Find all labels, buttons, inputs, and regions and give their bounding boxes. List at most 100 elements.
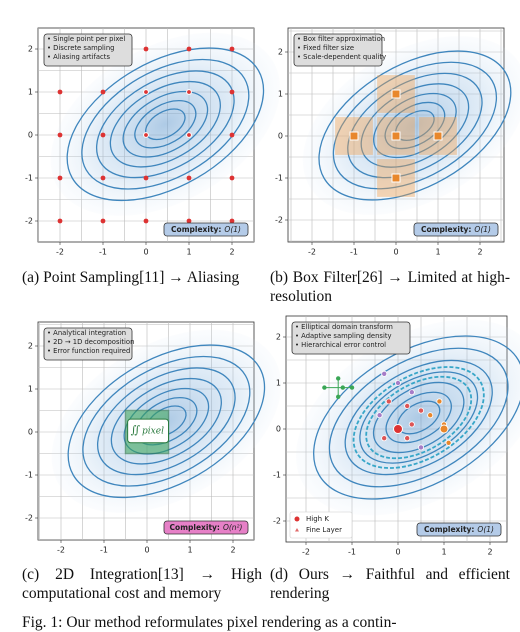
- note-line: • Hierarchical error control: [295, 341, 386, 349]
- note-box: [291, 321, 411, 355]
- x-tick-label: -2: [308, 248, 316, 257]
- x-tick-label: 2: [477, 248, 482, 257]
- complexity-value: O(n²): [223, 523, 243, 532]
- adaptive-sample: [445, 439, 452, 446]
- sample-box: [391, 89, 401, 99]
- sample-point: [143, 46, 149, 52]
- caption: (b) Box Filter[26] → Limited at high-res…: [270, 269, 510, 305]
- y-tick-label: -1: [275, 174, 283, 183]
- x-tick-label: 0: [393, 248, 398, 257]
- integral-box: [127, 418, 169, 444]
- y-tick-label: -2: [25, 514, 33, 523]
- sample-point: [100, 218, 106, 224]
- note-line: • 2D → 1D decomposition: [47, 338, 134, 346]
- adaptive-sample: [436, 398, 443, 405]
- note-line: • Discrete sampling: [47, 44, 114, 52]
- sample-point: [229, 132, 235, 138]
- x-tick-label: -1: [100, 546, 108, 555]
- x-tick-label: 2: [229, 248, 234, 257]
- sample-box: [433, 131, 443, 141]
- sample-point: [143, 175, 149, 181]
- sample-point: [143, 218, 149, 224]
- coarse-sample: [336, 376, 341, 381]
- contour: [95, 70, 235, 179]
- y-tick-label: 0: [278, 132, 283, 141]
- sample-point: [57, 89, 63, 95]
- contour: [385, 391, 452, 444]
- note-box: [293, 33, 383, 67]
- contour: [347, 72, 483, 179]
- sample-point: [57, 132, 63, 138]
- caption: (c) 2D Integration[13] → High computatio…: [22, 566, 262, 602]
- adaptive-sample: [408, 389, 415, 396]
- complexity-label: Complexity:: [171, 225, 221, 234]
- sample-point: [57, 218, 63, 224]
- y-tick-label: -1: [25, 174, 33, 183]
- high-k-sample: [439, 424, 449, 434]
- sample-point: [229, 89, 235, 95]
- sample-point: [229, 218, 235, 224]
- sample-box: [391, 173, 401, 183]
- sample-point: [143, 89, 149, 95]
- note-box: [43, 327, 133, 361]
- sample-point: [100, 89, 106, 95]
- caption: (d) Ours → Faithful and efficient render…: [270, 566, 510, 602]
- note-line: • Error function required: [47, 347, 130, 355]
- legend-marker: [294, 516, 300, 522]
- x-tick-label: 1: [187, 546, 192, 555]
- y-tick-label: 1: [276, 379, 281, 388]
- coarse-sample: [322, 385, 327, 390]
- sample-point: [143, 132, 149, 138]
- y-tick-label: 0: [28, 428, 33, 437]
- contour: [313, 335, 520, 500]
- contour: [328, 347, 509, 488]
- sample-point: [100, 132, 106, 138]
- y-tick-label: 1: [28, 385, 33, 394]
- x-tick-label: -1: [348, 548, 356, 557]
- adaptive-sample: [404, 402, 411, 409]
- contour: [122, 90, 209, 158]
- x-tick-label: -2: [57, 546, 65, 555]
- complexity: Complexity: O(1): [421, 225, 491, 234]
- note-box: [43, 33, 133, 67]
- contour: [110, 377, 222, 465]
- complexity: Complexity: O(1): [424, 525, 494, 534]
- complexity-value: O(1): [477, 525, 494, 534]
- contour: [66, 47, 265, 202]
- note-line: • Box filter approximation: [297, 35, 385, 43]
- complexity-value: O(1): [474, 225, 491, 234]
- y-tick-label: 2: [28, 45, 33, 54]
- legend-marker: [295, 528, 299, 532]
- contour: [373, 92, 457, 159]
- complexity-label: Complexity:: [424, 525, 474, 534]
- note-line: • Elliptical domain transform: [295, 323, 393, 331]
- x-tick-label: -1: [350, 248, 358, 257]
- x-tick-label: -2: [302, 548, 310, 557]
- note-line: • Aliasing artifacts: [47, 53, 110, 61]
- sample-point: [186, 218, 192, 224]
- sample-box: [349, 131, 359, 141]
- contour: [344, 359, 493, 476]
- high-k-sample: [393, 424, 403, 434]
- complexity-box: [416, 522, 502, 537]
- contour: [318, 50, 512, 201]
- note-line: • Scale-dependent quality: [297, 53, 386, 61]
- integral-symbol: ∬: [131, 424, 140, 437]
- x-tick-label: -2: [56, 248, 64, 257]
- note-line: • Analytical integration: [47, 329, 126, 337]
- contour: [82, 355, 251, 487]
- adaptive-sample: [394, 379, 401, 386]
- y-tick-label: -2: [273, 517, 281, 526]
- adaptive-sample: [385, 398, 392, 405]
- legend-box: [289, 511, 353, 539]
- legend-label: High K: [306, 515, 329, 523]
- adaptive-contour: [365, 375, 473, 460]
- complexity-label: Complexity:: [170, 523, 220, 532]
- complexity: Complexity: O(n²): [170, 523, 243, 532]
- sample-point: [100, 175, 106, 181]
- x-tick-label: 2: [487, 548, 492, 557]
- y-tick-label: 1: [278, 90, 283, 99]
- y-tick-label: 2: [278, 48, 283, 57]
- sample-point: [229, 46, 235, 52]
